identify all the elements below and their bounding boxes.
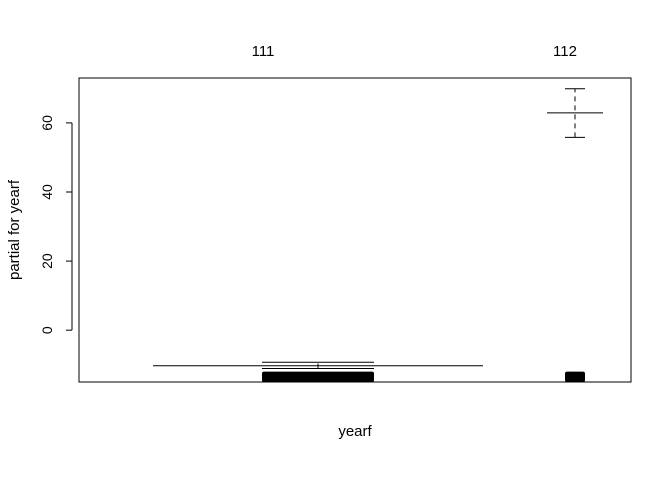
plot-frame — [78, 77, 632, 383]
y-axis: 0 20 40 60 — [39, 115, 73, 334]
chart-marks — [153, 88, 603, 382]
y-tick-label: 0 — [39, 326, 55, 334]
y-tick-label: 40 — [39, 184, 55, 200]
y-axis-title: partial for yearf — [6, 179, 23, 280]
y-tick-label: 20 — [39, 253, 55, 269]
category-labels: 111 112 — [252, 43, 577, 60]
rug-band-111 — [262, 371, 374, 382]
rug-band-112 — [565, 371, 585, 382]
y-tick-label: 60 — [39, 115, 55, 131]
category-label-111: 111 — [252, 43, 275, 60]
x-axis-title: yearf — [338, 423, 372, 440]
category-label-112: 112 — [553, 43, 577, 60]
